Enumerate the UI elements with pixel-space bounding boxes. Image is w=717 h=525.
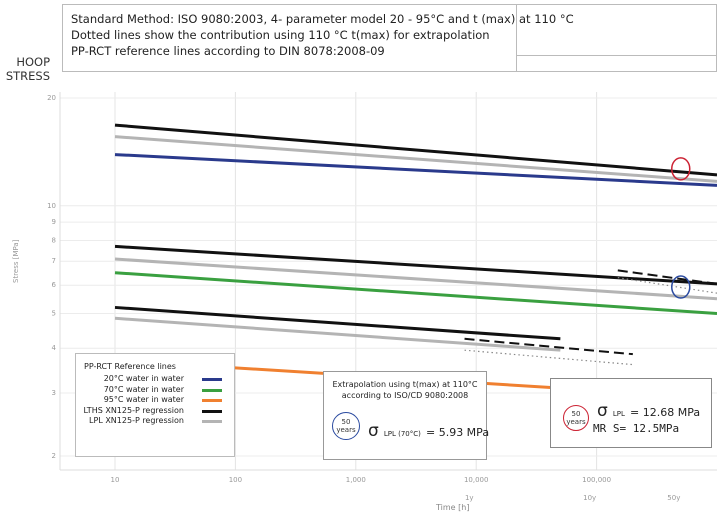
series-line-8 bbox=[114, 316, 561, 352]
series-line-10 bbox=[617, 277, 717, 294]
y-tick-label: 7 bbox=[52, 257, 56, 265]
y-tick-label: 3 bbox=[52, 389, 56, 397]
series-line-4 bbox=[114, 244, 717, 286]
x-axis-label: Time [h] bbox=[436, 503, 470, 512]
legend-item: 70°C water in water bbox=[84, 385, 234, 396]
fifty-years-badge: 50 years bbox=[563, 405, 589, 431]
legend-item: 95°C water in water bbox=[84, 395, 234, 406]
marker-circle-1 bbox=[671, 275, 691, 299]
header-side-divider bbox=[517, 55, 716, 56]
marker-circle-0 bbox=[671, 157, 691, 181]
legend-item: LPL XN125-P regression bbox=[84, 416, 234, 427]
lpl-annotation: 50 years σ LPL = 12.68 MPa MR S= 12.5MPa bbox=[550, 378, 712, 448]
y-axis-title-line-1: HOOP bbox=[16, 55, 50, 69]
series-line-7 bbox=[114, 257, 717, 301]
chart-header-box: Standard Method: ISO 9080:2003, 4- param… bbox=[62, 4, 574, 72]
x-secondary-tick-label: 10y bbox=[583, 494, 596, 502]
badge-number: 50 bbox=[571, 410, 581, 418]
legend-item-label: LTHS XN125-P regression bbox=[83, 405, 184, 415]
legend-item-label: 20°C water in water bbox=[103, 374, 184, 383]
x-tick-label: 1,000 bbox=[346, 476, 366, 484]
x-tick-label: 100,000 bbox=[582, 476, 611, 484]
y-axis-title-line-2: STRESS bbox=[5, 69, 50, 83]
extrapolation-annotation: Extrapolation using t(max) at 110°C acco… bbox=[323, 371, 489, 460]
y-tick-label: 5 bbox=[52, 310, 56, 318]
legend-swatch bbox=[202, 378, 222, 381]
legend-item: 20°C water in water bbox=[84, 374, 234, 385]
series-line-9 bbox=[617, 269, 717, 285]
sigma-value: = 12.68 MPa bbox=[630, 406, 701, 419]
series-line-0 bbox=[114, 153, 717, 187]
fifty-years-badge: 50 years bbox=[332, 412, 360, 440]
badge-unit: years bbox=[336, 426, 356, 434]
x-tick-label: 10,000 bbox=[464, 476, 489, 484]
badge-unit: years bbox=[566, 418, 586, 426]
series-line-11 bbox=[464, 337, 633, 356]
y-tick-label: 9 bbox=[52, 218, 56, 226]
legend-item: LTHS XN125-P regression bbox=[83, 405, 234, 417]
header-line-3: PP-RCT reference lines according to DIN … bbox=[71, 44, 385, 58]
chart-markers bbox=[671, 157, 691, 299]
x-tick-label: 10 bbox=[111, 476, 120, 484]
mrs-value: MR S= 12.5MPa bbox=[593, 422, 680, 435]
x-secondary-tick-label: 1y bbox=[465, 494, 474, 502]
y-axis-title: HOOP STRESS bbox=[2, 55, 50, 83]
sigma-lpl-70: σ LPL (70°C) = 5.93 MPa bbox=[368, 421, 489, 441]
x-secondary-tick-label: 50y bbox=[667, 494, 680, 502]
y-tick-label: 10 bbox=[47, 202, 56, 210]
sigma-subscript: LPL bbox=[612, 410, 625, 418]
x-tick-label: 100 bbox=[229, 476, 242, 484]
series-line-12 bbox=[464, 349, 633, 366]
series-line-5 bbox=[114, 305, 561, 341]
header-line-1: Standard Method: ISO 9080:2003, 4- param… bbox=[71, 12, 574, 26]
extrapolation-line-2: according to ISO/CD 9080:2008 bbox=[341, 391, 469, 400]
y-tick-label: 2 bbox=[52, 452, 56, 460]
badge-number: 50 bbox=[341, 418, 351, 426]
y-tick-label: 6 bbox=[52, 281, 57, 289]
legend-title: PP-RCT Reference lines bbox=[84, 362, 176, 371]
sigma-lpl: σ LPL = 12.68 MPa bbox=[597, 401, 700, 421]
chart-ticks: 10 100 1,000 10,000 100,000 10 9 8 7 6 5 4 3 2 20 1y 10y… bbox=[47, 94, 680, 502]
y-tick-label: 4 bbox=[52, 344, 57, 352]
legend-item-label: 95°C water in water bbox=[103, 395, 184, 404]
legend-swatch bbox=[202, 420, 222, 423]
series-line-1 bbox=[114, 271, 717, 316]
chart-grid bbox=[59, 92, 717, 471]
series-line-3 bbox=[114, 123, 717, 177]
sigma-symbol: σ bbox=[597, 401, 608, 421]
series-line-6 bbox=[114, 135, 717, 183]
legend-item-label: 70°C water in water bbox=[103, 384, 184, 394]
legend-swatch bbox=[202, 399, 222, 402]
sigma-subscript: LPL (70°C) bbox=[383, 430, 421, 438]
extrapolation-line-1: Extrapolation using t(max) at 110°C bbox=[332, 380, 478, 389]
sigma-value: = 5.93 MPa bbox=[425, 426, 490, 439]
legend: PP-RCT Reference lines 20°C water in wat… bbox=[75, 353, 235, 457]
legend-swatch bbox=[202, 388, 222, 392]
y-tick-label: 20 bbox=[47, 94, 56, 102]
y-axis-label: Stress [MPa] bbox=[12, 239, 20, 283]
legend-swatch bbox=[202, 409, 222, 413]
y-tick-label: 8 bbox=[52, 236, 56, 244]
sigma-symbol: σ bbox=[368, 421, 379, 441]
legend-item-label: LPL XN125-P regression bbox=[89, 416, 184, 425]
header-line-2: Dotted lines show the contribution using… bbox=[71, 28, 490, 42]
